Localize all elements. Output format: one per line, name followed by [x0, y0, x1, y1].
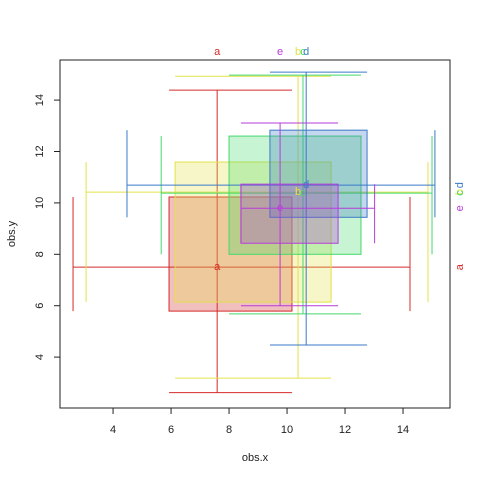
right-label: a — [454, 263, 466, 270]
right-label: d — [454, 182, 466, 188]
y-tick-label: 6 — [34, 303, 46, 309]
top-label: e — [277, 46, 283, 58]
center-label: e — [277, 202, 283, 214]
y-tick-label: 10 — [34, 197, 46, 209]
center-label: c — [300, 187, 306, 199]
y-tick-label: 4 — [34, 354, 46, 360]
y-tick-label: 8 — [34, 251, 46, 257]
top-label: b — [295, 46, 301, 58]
y-tick-label: 12 — [34, 145, 46, 157]
x-tick-label: 8 — [226, 424, 232, 436]
box — [269, 129, 368, 218]
x-tick-label: 6 — [168, 424, 174, 436]
x-tick-label: 12 — [339, 424, 351, 436]
right-label: b — [454, 189, 466, 195]
box — [240, 183, 339, 244]
x-tick-label: 4 — [110, 424, 116, 436]
right-label: c — [454, 190, 466, 196]
right-label: e — [454, 205, 466, 211]
y-axis-label: obs.y — [6, 220, 18, 247]
center-label: d — [303, 179, 309, 191]
top-label: d — [303, 46, 309, 58]
x-tick-label: 14 — [397, 424, 409, 436]
center-label: b — [295, 186, 301, 198]
box — [228, 135, 362, 255]
top-label: c — [300, 46, 306, 58]
x-tick-label: 10 — [281, 424, 293, 436]
top-label: a — [214, 46, 221, 58]
y-tick-label: 14 — [34, 94, 46, 106]
center-label: a — [214, 261, 221, 273]
plot-frame — [59, 59, 451, 409]
x-axis-label: obs.x — [242, 452, 269, 464]
